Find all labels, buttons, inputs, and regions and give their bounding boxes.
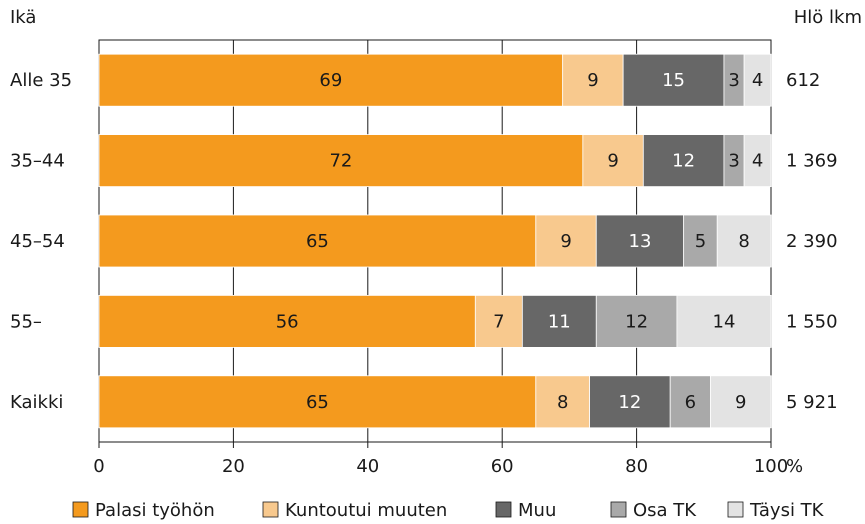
bar-segment bbox=[595, 214, 685, 268]
legend-label: Täysi TK bbox=[749, 500, 825, 521]
data-label: 9 bbox=[735, 392, 746, 413]
bar-segment bbox=[743, 134, 772, 188]
count-label: 1 550 bbox=[786, 311, 838, 332]
bar-segment bbox=[535, 214, 597, 268]
count-column-title: Hlö lkm bbox=[794, 7, 862, 28]
x-axis-ticks: 0 20 40 60 80 100 bbox=[93, 442, 788, 477]
bar-segment bbox=[98, 134, 584, 188]
legend: Palasi työhön Kuntoutui muuten Muu Osa TK Tä… bbox=[72, 500, 825, 521]
category-label: Kaikki bbox=[10, 392, 63, 413]
bar-segment bbox=[562, 53, 624, 107]
count-label: 1 369 bbox=[786, 151, 838, 172]
legend-label: Palasi työhön bbox=[95, 500, 215, 521]
data-label: 9 bbox=[560, 231, 571, 252]
data-label: 11 bbox=[548, 311, 571, 332]
data-label: 69 bbox=[319, 70, 342, 91]
data-label: 9 bbox=[587, 70, 598, 91]
bar-segment bbox=[521, 294, 597, 348]
x-tick-label: 100 bbox=[754, 456, 788, 477]
bar-segment bbox=[98, 214, 537, 268]
x-tick-label: 60 bbox=[491, 456, 514, 477]
legend-swatch bbox=[262, 501, 279, 518]
data-label: 8 bbox=[557, 392, 568, 413]
data-label: 4 bbox=[752, 70, 763, 91]
x-tick-label: 0 bbox=[93, 456, 104, 477]
legend-label: Osa TK bbox=[633, 500, 697, 521]
data-label: 6 bbox=[685, 392, 696, 413]
y-axis-title: Ikä bbox=[10, 7, 36, 28]
bar-segment bbox=[743, 53, 772, 107]
bar-segment bbox=[98, 375, 537, 429]
category-label: 55– bbox=[10, 311, 42, 332]
bar-segment bbox=[716, 214, 772, 268]
bar-segment bbox=[710, 375, 772, 429]
y-axis-labels: Alle 35 35–44 45–54 55– Kaikki bbox=[10, 70, 72, 413]
bar-segment bbox=[676, 294, 772, 348]
bar-segment bbox=[474, 294, 523, 348]
bar-segment bbox=[98, 294, 476, 348]
count-labels: 612 1 369 2 390 1 550 5 921 bbox=[786, 70, 838, 413]
count-label: 2 390 bbox=[786, 231, 838, 252]
data-label: 72 bbox=[329, 151, 352, 172]
data-label: 7 bbox=[493, 311, 504, 332]
data-label: 13 bbox=[629, 231, 652, 252]
data-label: 65 bbox=[306, 231, 329, 252]
legend-label: Muu bbox=[518, 500, 556, 521]
data-label: 12 bbox=[618, 392, 641, 413]
legend-swatch bbox=[72, 501, 89, 518]
x-tick-label: 20 bbox=[222, 456, 245, 477]
bar-segment bbox=[535, 375, 590, 429]
legend-swatch bbox=[495, 501, 512, 518]
category-label: 45–54 bbox=[10, 231, 65, 252]
legend-swatch bbox=[610, 501, 627, 518]
data-label: 12 bbox=[672, 151, 695, 172]
data-label: 3 bbox=[728, 70, 739, 91]
data-label: 3 bbox=[728, 151, 739, 172]
data-label: 4 bbox=[752, 151, 763, 172]
data-label: 5 bbox=[695, 231, 706, 252]
x-tick-label: 40 bbox=[356, 456, 379, 477]
data-label: 14 bbox=[713, 311, 736, 332]
data-label: 15 bbox=[662, 70, 685, 91]
data-label: 65 bbox=[306, 392, 329, 413]
x-tick-label: 80 bbox=[625, 456, 648, 477]
category-label: Alle 35 bbox=[10, 70, 72, 91]
count-label: 612 bbox=[786, 70, 820, 91]
bar-segment bbox=[642, 134, 725, 188]
data-label: 56 bbox=[276, 311, 299, 332]
x-axis-unit: % bbox=[786, 456, 803, 477]
bar-segment bbox=[683, 214, 718, 268]
data-label: 9 bbox=[607, 151, 618, 172]
legend-swatch bbox=[727, 501, 744, 518]
category-label: 35–44 bbox=[10, 151, 65, 172]
bar-segment bbox=[582, 134, 644, 188]
legend-label: Kuntoutui muuten bbox=[285, 500, 447, 521]
bar-segment bbox=[622, 53, 725, 107]
bar-segment bbox=[98, 53, 564, 107]
data-label: 8 bbox=[738, 231, 749, 252]
bar-segment bbox=[595, 294, 678, 348]
bar-segment bbox=[589, 375, 671, 429]
data-label: 12 bbox=[625, 311, 648, 332]
count-label: 5 921 bbox=[786, 392, 838, 413]
